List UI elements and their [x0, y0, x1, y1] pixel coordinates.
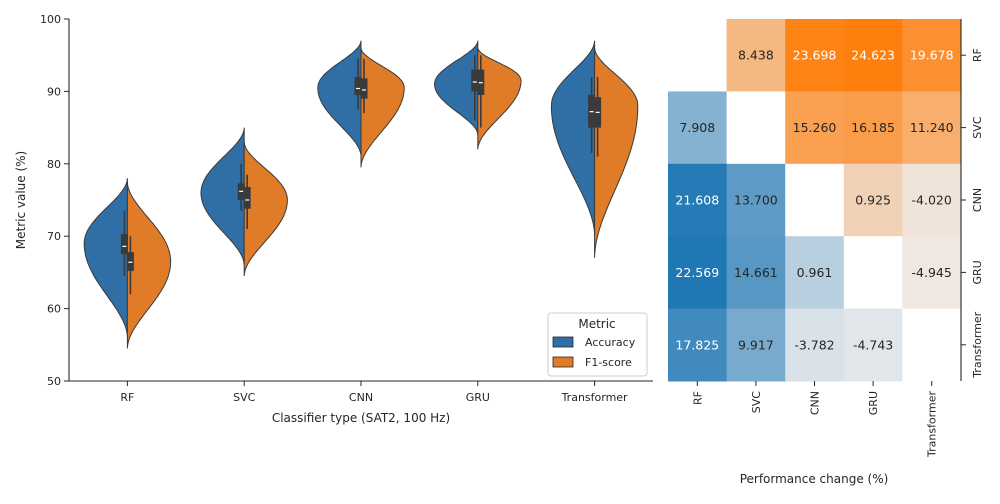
legend-label-f1-score: F1-score [585, 356, 632, 369]
heatmap-x-axis-label: Performance change (%) [740, 472, 889, 486]
cell-gru-transformer [902, 236, 962, 310]
cell-transformer-cnn-label: -3.782 [794, 337, 834, 352]
violin-gru-accuracy [434, 40, 479, 135]
iqr-box-cnn-accuracy [354, 76, 362, 96]
cell-rf-transformer [902, 19, 962, 92]
violin-rf-accuracy [83, 178, 128, 338]
cell-rf-rf-empty [668, 19, 727, 92]
heatmap-y-tick-label-gru: GRU [971, 260, 984, 284]
cell-svc-gru [843, 91, 903, 165]
cell-rf-gru [843, 19, 903, 92]
cell-transformer-gru-label: -4.743 [853, 337, 893, 352]
legend-label-accuracy: Accuracy [585, 336, 636, 349]
cell-rf-cnn [785, 19, 845, 92]
heatmap-axes: RF SVC CNN GRU Transformer RF SVC CNN GRU Transfo… [691, 19, 984, 458]
cell-svc-cnn [785, 91, 845, 165]
legend-title: Metric [578, 317, 615, 331]
violin-gru-f1-score [477, 47, 522, 150]
heatmap-x-tick-label-svc: SVC [750, 391, 763, 414]
violin-legend: Metric Accuracy F1-score [547, 312, 648, 377]
cell-rf-svc-label: 8.438 [738, 48, 774, 63]
cell-cnn-gru-label: 0.925 [855, 193, 891, 208]
violin-y-axis-label: Metric value (%) [14, 151, 28, 249]
y-tick-label-50: 50 [47, 375, 61, 388]
heatmap-y-tick-label-transformer: Transformer [971, 311, 984, 378]
y-tick-label-100: 100 [40, 13, 61, 26]
y-tick-label-60: 60 [47, 303, 61, 316]
violin-panel: 50 60 70 80 90 100 RF SVC CNN GRU Transformer Metr… [14, 13, 653, 425]
heatmap-y-tick-label-svc: SVC [971, 116, 984, 139]
violin-x-axis-label: Classifier type (SAT2, 100 Hz) [272, 411, 450, 425]
cell-svc-rf-label: 7.908 [679, 120, 715, 135]
cell-cnn-transformer [902, 163, 962, 237]
cell-transformer-transformer-empty [902, 308, 961, 381]
cell-gru-svc-label: 14.661 [734, 265, 778, 280]
cell-cnn-gru [843, 163, 903, 237]
cell-cnn-svc [726, 163, 786, 237]
y-tick-label-80: 80 [47, 158, 61, 171]
violin-transformer-f1-score [594, 47, 639, 258]
y-tick-label-70: 70 [47, 230, 61, 243]
cell-cnn-rf [668, 163, 728, 237]
cell-cnn-svc-label: 13.700 [734, 193, 778, 208]
cell-gru-cnn [785, 236, 845, 310]
heatmap-cells: 8.438 23.698 24.623 19.678 7.908 15.260 16.185… [668, 19, 962, 382]
violin-svc-accuracy [200, 127, 245, 266]
cell-transformer-svc [726, 308, 786, 382]
cell-gru-cnn-label: 0.961 [797, 265, 833, 280]
x-tick-label-rf: RF [120, 391, 134, 404]
x-tick-label-transformer: Transformer [561, 391, 628, 404]
iqr-box-svc-f1-score [243, 186, 251, 209]
cell-rf-transformer-label: 19.678 [910, 48, 954, 63]
cell-cnn-rf-label: 21.608 [675, 193, 719, 208]
heatmap-x-tick-label-cnn: CNN [809, 391, 822, 415]
cell-transformer-rf-label: 17.825 [675, 337, 719, 352]
legend-swatch-f1-score [552, 356, 574, 368]
violin-cnn-accuracy [317, 40, 362, 157]
violin-rf-f1-score [126, 181, 172, 349]
x-tick-label-cnn: CNN [349, 391, 373, 404]
cell-transformer-rf [668, 308, 728, 382]
cell-gru-rf-label: 22.569 [675, 265, 719, 280]
heatmap-panel: 8.438 23.698 24.623 19.678 7.908 15.260 16.185… [668, 19, 984, 486]
iqr-box-rf-f1-score [126, 252, 134, 271]
cell-gru-svc [726, 236, 786, 310]
cell-svc-rf [668, 91, 728, 165]
y-tick-label-90: 90 [47, 85, 61, 98]
cell-svc-transformer-label: 11.240 [910, 120, 954, 135]
cell-svc-transformer [902, 91, 962, 165]
violin-cnn-f1-score [360, 47, 405, 168]
iqr-box-rf-accuracy [120, 234, 128, 255]
violin-axes: 50 60 70 80 90 100 RF SVC CNN GRU Transformer [40, 13, 653, 404]
heatmap-x-tick-label-transformer: Transformer [926, 391, 939, 458]
cell-rf-svc [726, 19, 786, 92]
legend-swatch-accuracy [552, 336, 574, 348]
iqr-box-cnn-f1-score [360, 78, 368, 99]
heatmap-x-tick-label-rf: RF [691, 391, 704, 405]
heatmap-x-tick-label-gru: GRU [867, 391, 880, 415]
cell-gru-gru-empty [843, 236, 903, 309]
cell-cnn-transformer-label: -4.020 [912, 193, 952, 208]
cell-rf-gru-label: 24.623 [851, 48, 895, 63]
cell-transformer-svc-label: 9.917 [738, 337, 774, 352]
cell-svc-svc-empty [726, 91, 786, 164]
cell-rf-cnn-label: 23.698 [793, 48, 837, 63]
cell-svc-cnn-label: 15.260 [793, 120, 837, 135]
heatmap-y-tick-label-cnn: CNN [971, 188, 984, 212]
cell-gru-rf [668, 236, 728, 310]
cell-transformer-cnn [785, 308, 845, 382]
violins-layer [83, 40, 639, 349]
heatmap-y-tick-label-rf: RF [971, 48, 984, 62]
cell-svc-gru-label: 16.185 [851, 120, 895, 135]
cell-cnn-cnn-empty [785, 163, 844, 237]
iqr-box-gru-accuracy [471, 69, 479, 92]
violin-transformer-accuracy [550, 40, 596, 237]
cell-gru-transformer-label: -4.945 [912, 265, 952, 280]
cell-transformer-gru [843, 308, 903, 382]
violin-svc-f1-score [243, 142, 288, 277]
x-tick-label-svc: SVC [233, 391, 256, 404]
x-tick-label-gru: GRU [466, 391, 490, 404]
